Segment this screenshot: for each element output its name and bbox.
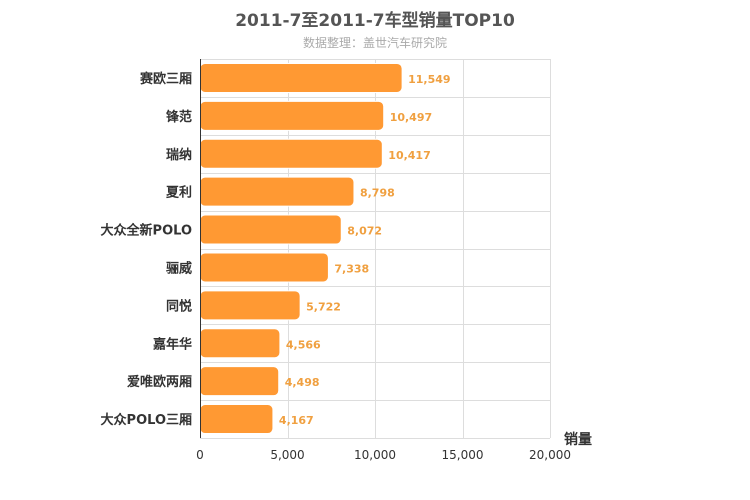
- bar[interactable]: [199, 252, 329, 283]
- data-label: 11,549: [408, 73, 450, 86]
- x-tick-label: 20,000: [529, 448, 571, 462]
- bar[interactable]: [199, 100, 385, 131]
- category-label: 锋范: [166, 109, 192, 125]
- x-axis-title: 销量: [564, 431, 592, 448]
- data-label: 4,498: [285, 376, 320, 389]
- bar[interactable]: [199, 176, 355, 207]
- data-label: 7,338: [334, 262, 369, 275]
- x-tick-label: 0: [196, 448, 204, 462]
- bar[interactable]: [199, 214, 342, 245]
- category-label: 骊威: [166, 260, 192, 276]
- x-tick-label: 5,000: [270, 448, 304, 462]
- bars: [199, 62, 403, 435]
- bar[interactable]: [199, 290, 301, 321]
- category-label: 瑞纳: [166, 147, 192, 163]
- chart-title: 2011-7至2011-7车型销量TOP10: [235, 11, 515, 31]
- data-label: 10,417: [388, 149, 430, 162]
- category-label: 爱唯欧两厢: [127, 374, 192, 390]
- labels: 0 5,000 10,000 15,000 20,000 赛欧三厢 11,549 锋范 10,4…: [101, 71, 571, 462]
- category-label: 大众POLO三厢: [101, 412, 192, 428]
- bar[interactable]: [199, 404, 274, 435]
- category-label: 同悦: [166, 298, 192, 314]
- bar[interactable]: [199, 138, 383, 169]
- x-tick-label: 10,000: [354, 448, 396, 462]
- category-label: 大众全新POLO: [101, 223, 192, 239]
- data-label: 8,798: [360, 187, 395, 200]
- x-tick-label: 15,000: [442, 448, 484, 462]
- data-label: 8,072: [347, 225, 382, 238]
- category-label: 赛欧三厢: [139, 71, 192, 87]
- chart-subtitle: 数据整理：盖世汽车研究院: [302, 36, 447, 50]
- category-label: 嘉年华: [152, 336, 192, 352]
- bar[interactable]: [199, 62, 403, 93]
- grid: [200, 59, 551, 439]
- data-label: 4,566: [286, 338, 321, 351]
- data-label: 4,167: [279, 414, 314, 427]
- category-label: 夏利: [165, 185, 192, 201]
- bar[interactable]: [199, 328, 281, 359]
- bar[interactable]: [199, 366, 280, 397]
- data-label: 5,722: [306, 300, 341, 313]
- data-label: 10,497: [390, 111, 432, 124]
